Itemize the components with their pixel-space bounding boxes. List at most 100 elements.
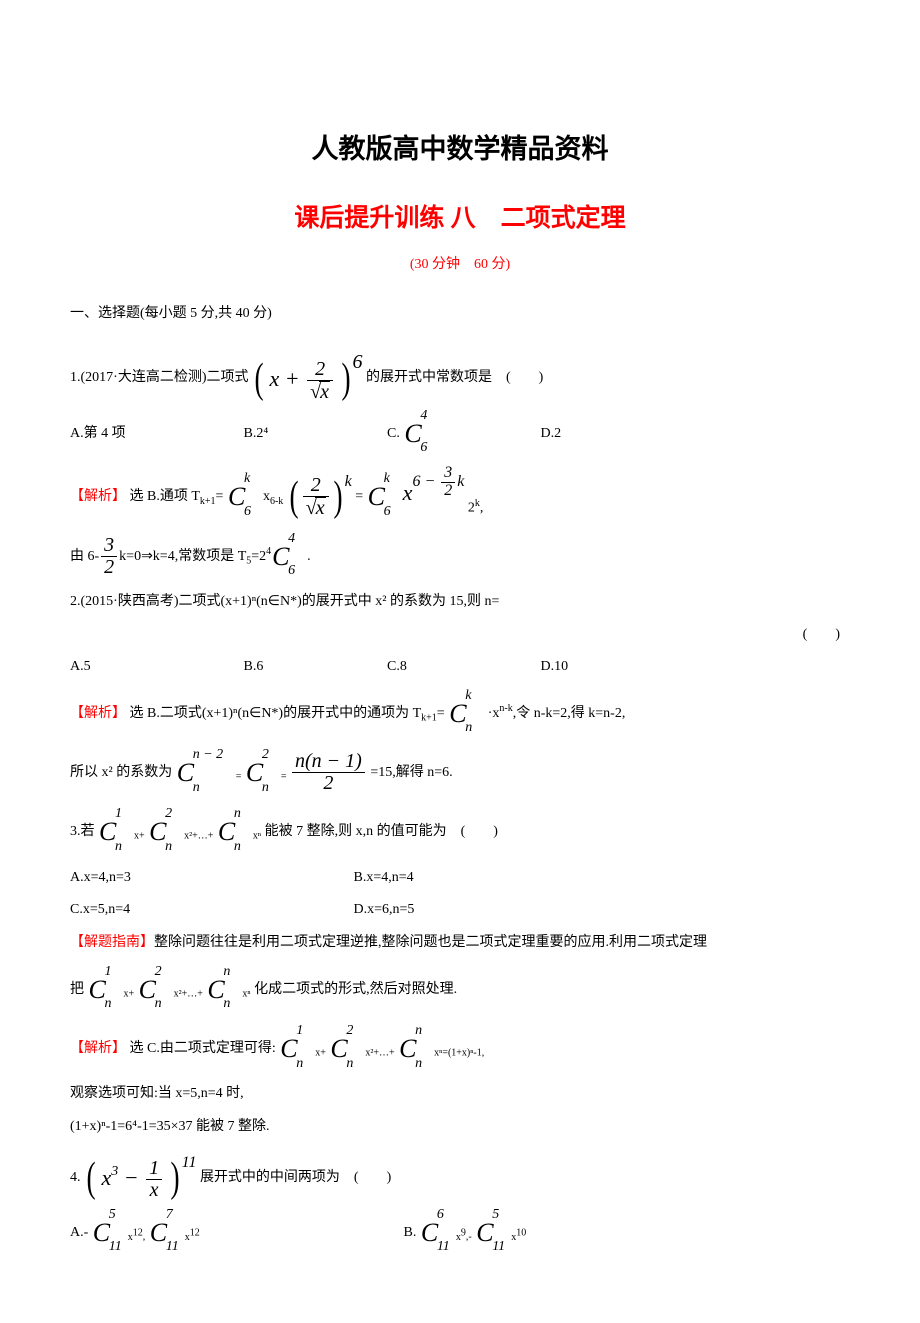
q1-sol-t1: 选 B.通项 T xyxy=(130,489,200,504)
q2s2a: 所以 x² 的系数为 xyxy=(70,765,172,780)
q3-guide-1: 【解题指南】整除问题往往是利用二项式定理逆推,整除问题也是二项式定理重要的应用.… xyxy=(70,928,850,959)
q1-opt-c: C. C46 xyxy=(387,405,537,462)
comb-icon: C1n xyxy=(280,1020,314,1077)
s3c3b: n xyxy=(415,1049,422,1080)
q1-prefix: 1.(2017·大连高二检测)二项式 xyxy=(70,363,249,394)
comb-icon: Cnn xyxy=(399,1020,433,1077)
q3g2post: 化成二项式的形式,然后对照处理. xyxy=(254,982,457,997)
q2s1d: ,令 n-k=2,得 k=n-2, xyxy=(513,706,626,721)
q2c2ab: n xyxy=(193,773,200,804)
amid: , xyxy=(143,1232,146,1243)
q3x3a: xⁿ xyxy=(253,831,261,842)
q3-sol-1: 【解析】 选 C.由二项式定理可得: C1nx+ C2nx²+…+ Cnnxⁿ=… xyxy=(70,1020,850,1077)
q1-sol-1: 【解析】 选 B.通项 Tk+1= Ck6x6-k (2x)k = Ck6x 6… xyxy=(70,464,850,525)
q1-x: x xyxy=(270,366,280,391)
q2c2at: n − 2 xyxy=(193,740,223,771)
sqrt-icon: x xyxy=(310,381,330,403)
q4post: 展开式中的中间两项为 ( ) xyxy=(200,1170,391,1185)
q3b: B.x=4,n=4 xyxy=(354,863,414,894)
ac1b: 11 xyxy=(109,1232,122,1263)
q2s1c: ·x xyxy=(488,706,500,721)
comb-icon: C46 xyxy=(272,528,306,585)
s3c1b: n xyxy=(296,1049,303,1080)
q3x3: 能被 7 整除,则 x,n 的值可能为 ( ) xyxy=(261,824,498,839)
t1: 2 xyxy=(468,501,475,516)
e2s: k xyxy=(457,473,464,490)
g2c2b: n xyxy=(155,989,162,1020)
q4a: x xyxy=(102,1165,112,1190)
q4-opt-a: A.- C511x12, C711x12 xyxy=(70,1204,400,1261)
eq2: = xyxy=(355,489,363,504)
q3c2t: 2 xyxy=(165,799,172,830)
q3stail: =(1+x)ⁿ-1, xyxy=(442,1048,484,1059)
q4-opt-b: B. C611x9,- C511x10 xyxy=(404,1204,527,1261)
q3pre: 3.若 xyxy=(70,824,95,839)
f2n: 2 xyxy=(303,475,329,496)
comb-icon: C1n xyxy=(99,803,133,860)
ac2t: 7 xyxy=(166,1200,173,1231)
q2cb: n xyxy=(465,713,472,744)
comb-icon: Cnn xyxy=(207,961,241,1018)
q3-stem: 3.若 C1nx+ C2nx²+…+ Cnnxⁿ 能被 7 整除,则 x,n 的… xyxy=(70,803,850,860)
q3-sol-2: 观察选项可知:当 x=5,n=4 时, xyxy=(70,1079,850,1110)
q2s1sup: n-k xyxy=(499,703,512,714)
comb-icon: Ck6 xyxy=(368,468,402,525)
bx2e: 10 xyxy=(516,1227,526,1238)
q3-options-2: C.x=5,n=4 D.x=6,n=5 xyxy=(70,895,850,926)
eq2b: = xyxy=(281,772,287,783)
bc2t: 5 xyxy=(492,1200,499,1231)
q2ct: k xyxy=(465,681,471,712)
q1-sol-sub1: k+1 xyxy=(200,496,216,507)
q1-frac-num: 2 xyxy=(307,359,333,380)
comb-icon: C511 xyxy=(476,1204,510,1261)
q4m: − xyxy=(118,1165,144,1190)
e2a: 6 − xyxy=(412,473,439,490)
lparen-icon: ( xyxy=(86,1157,95,1199)
q1-power: 6 xyxy=(353,351,363,373)
g2x3: xⁿ xyxy=(242,989,250,1000)
e2fn: 3 xyxy=(441,465,455,482)
rparen-icon: ) xyxy=(341,358,350,400)
s3c2b: n xyxy=(346,1049,353,1080)
q1-suffix: 的展开式中常数项是 ( ) xyxy=(366,363,543,394)
q4-options: A.- C511x12, C711x12 B. C611x9,- C511x10 xyxy=(70,1204,850,1261)
tc: , xyxy=(480,501,484,516)
g2c2t: 2 xyxy=(155,957,162,988)
s2fd: 2 xyxy=(101,556,117,578)
comb-icon: C2n xyxy=(139,961,173,1018)
q1-frac-den: x xyxy=(319,381,330,403)
q1-opt-c-pre: C. xyxy=(387,426,400,441)
c1t: k xyxy=(244,464,250,495)
bc1b: 11 xyxy=(437,1232,450,1263)
q1-opt-b: B.2⁴ xyxy=(244,419,384,450)
s3c2t: 2 xyxy=(346,1016,353,1047)
comb-icon: C611 xyxy=(421,1204,455,1261)
lparen-icon: ( xyxy=(254,358,263,400)
lparen-icon: ( xyxy=(289,476,298,518)
tail: 2k, xyxy=(468,493,484,524)
q2p: ( ) xyxy=(803,627,840,642)
ac2b: 11 xyxy=(166,1232,179,1263)
q1-sol-2: 由 6-32k=0⇒k=4,常数项是 T5=24C46. xyxy=(70,528,850,585)
xp1: x xyxy=(263,489,270,504)
q1-opt-a: A.第 4 项 xyxy=(70,419,240,450)
q3g1: 整除问题往往是利用二项式定理逆推,整除问题也是二项式定理重要的应用.利用二项式定… xyxy=(154,935,707,950)
q4pre: 4. xyxy=(70,1170,81,1185)
comb-icon: C46 xyxy=(404,405,438,462)
q4pw: 11 xyxy=(182,1154,197,1171)
c2b: 6 xyxy=(384,497,391,528)
xp2: x xyxy=(403,480,413,505)
sub-title: 课后提升训练 八 二项式定理 xyxy=(70,191,850,246)
c2t: k xyxy=(384,464,390,495)
s2c: =2 xyxy=(251,548,266,563)
eq1: = xyxy=(236,772,242,783)
q3-options-1: A.x=4,n=3 B.x=4,n=4 xyxy=(70,863,850,894)
ax2e: 12 xyxy=(190,1227,200,1238)
comb-icon: C2n xyxy=(330,1020,364,1077)
q2-stem: 2.(2015·陕西高考)二项式(x+1)ⁿ(n∈N*)的展开式中 x² 的系数… xyxy=(70,587,850,618)
rparen-icon: ) xyxy=(333,476,342,518)
q3x1: x+ xyxy=(134,831,145,842)
kexp: k xyxy=(345,473,352,490)
comb-icon: C2n xyxy=(149,803,183,860)
q1-c-bot: 6 xyxy=(420,433,427,464)
